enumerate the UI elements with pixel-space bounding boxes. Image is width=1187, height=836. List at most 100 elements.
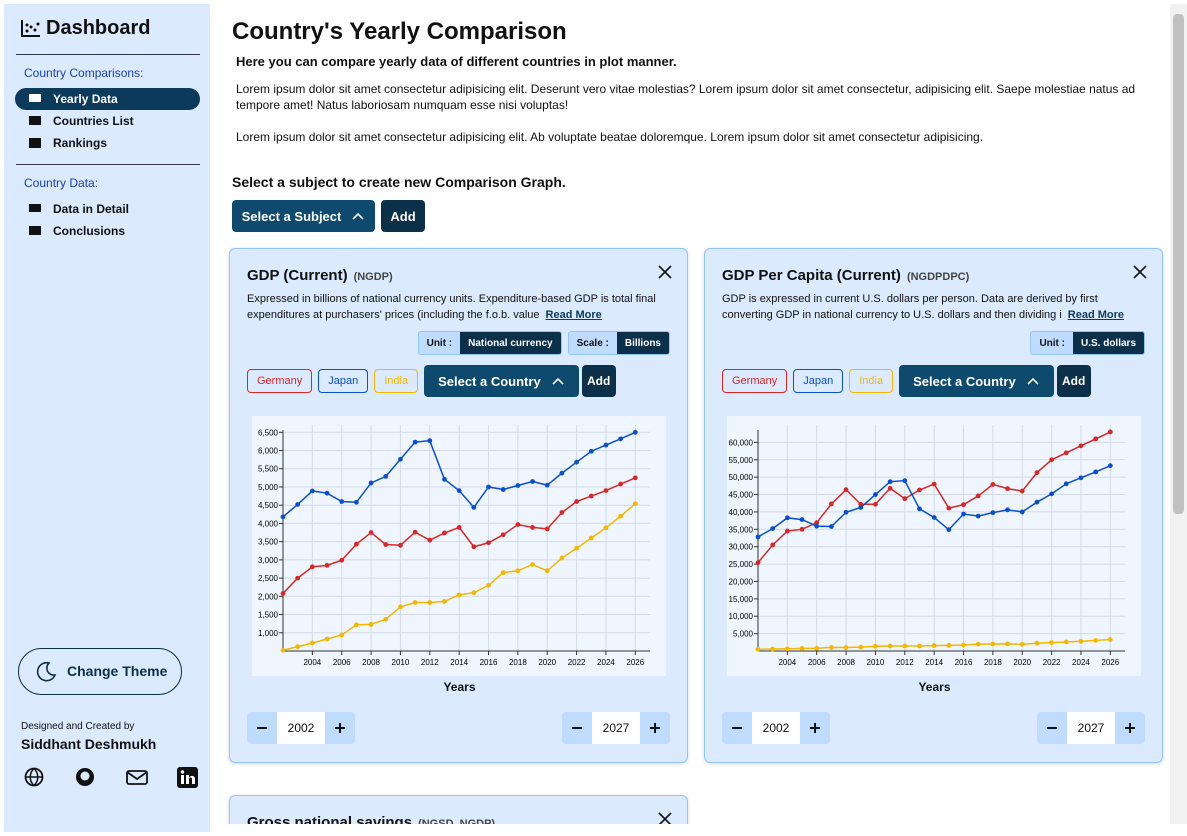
y-tick-label: 15,000 bbox=[729, 595, 754, 604]
data-point bbox=[829, 501, 834, 507]
subject-button[interactable]: Select a Subject bbox=[232, 200, 375, 232]
nav-item[interactable]: Yearly Data bbox=[15, 88, 200, 110]
data-point bbox=[784, 528, 790, 534]
nav-item[interactable]: Conclusions bbox=[15, 220, 200, 242]
add-button[interactable]: Add bbox=[1056, 365, 1091, 397]
x-tick-label: 2010 bbox=[392, 658, 410, 667]
y-tick-label: 35,000 bbox=[729, 525, 754, 534]
y-tick-label: 4,000 bbox=[258, 519, 279, 528]
badge-label: Scale : bbox=[568, 332, 617, 354]
y-tick-label: 5,000 bbox=[733, 630, 754, 639]
data-point bbox=[755, 534, 761, 540]
data-point bbox=[858, 644, 864, 650]
nav-label: Conclusions bbox=[53, 224, 126, 238]
y-tick-label: 6,500 bbox=[258, 428, 279, 437]
data-point bbox=[544, 482, 550, 488]
data-point bbox=[829, 524, 834, 529]
data-point bbox=[1005, 507, 1010, 513]
x-tick-label: 2026 bbox=[626, 658, 644, 667]
dashboard-icon bbox=[25, 29, 29, 33]
nav-item[interactable]: Data in Detail bbox=[15, 198, 200, 220]
add-button[interactable]: Add bbox=[381, 200, 425, 232]
plus-button[interactable] bbox=[800, 712, 830, 744]
country-chip[interactable]: India bbox=[849, 369, 894, 393]
globe-icon bbox=[25, 767, 43, 787]
linkedin-icon[interactable] bbox=[177, 767, 199, 794]
data-point bbox=[961, 642, 966, 648]
plus-button[interactable] bbox=[640, 712, 670, 744]
country-chip[interactable]: Germany bbox=[722, 369, 788, 393]
data-point bbox=[990, 641, 996, 647]
theme-button[interactable]: Change Theme bbox=[18, 648, 182, 695]
x-tick-label: 2022 bbox=[568, 658, 586, 667]
country-button[interactable]: Select a Country bbox=[424, 365, 579, 397]
country-chip[interactable]: Japan bbox=[793, 369, 844, 393]
data-point bbox=[324, 636, 330, 642]
country-chip[interactable]: India bbox=[374, 369, 419, 393]
minus-button[interactable] bbox=[562, 712, 592, 744]
plus-icon bbox=[1125, 723, 1135, 733]
close-button[interactable] bbox=[658, 265, 672, 284]
country-chip[interactable]: Japan bbox=[318, 369, 369, 393]
year-input[interactable]: 2027 bbox=[1067, 712, 1115, 744]
minus-button[interactable] bbox=[247, 712, 277, 744]
data-point bbox=[398, 604, 403, 610]
close-button[interactable] bbox=[1133, 265, 1147, 284]
data-point bbox=[784, 515, 790, 521]
icon bbox=[28, 114, 42, 133]
year-input[interactable]: 2002 bbox=[277, 712, 325, 744]
country-chip[interactable]: Germany bbox=[247, 369, 313, 393]
nav-item[interactable]: Rankings bbox=[15, 132, 200, 154]
data-point bbox=[755, 560, 761, 566]
plus-button[interactable] bbox=[1115, 712, 1145, 744]
data-point bbox=[500, 532, 506, 538]
read-more[interactable]: Read More bbox=[545, 309, 602, 321]
badge: Unit : U.S. dollars bbox=[1030, 331, 1145, 355]
plus-button[interactable] bbox=[325, 712, 355, 744]
x-axis-title: Years bbox=[443, 680, 476, 694]
data-point bbox=[618, 481, 624, 487]
data-point bbox=[530, 479, 535, 484]
data-point bbox=[427, 600, 433, 605]
card-title: GDP Per Capita (Current) bbox=[722, 267, 901, 284]
github-icon[interactable] bbox=[75, 767, 97, 794]
data-point bbox=[961, 511, 966, 517]
icon bbox=[29, 204, 41, 212]
country-button[interactable]: Select a Country bbox=[899, 365, 1054, 397]
dashboard-icon bbox=[33, 28, 37, 32]
data-point bbox=[843, 645, 849, 650]
data-point bbox=[755, 646, 761, 652]
nav-label: Rankings bbox=[53, 136, 108, 150]
nav-item[interactable]: Countries List bbox=[15, 110, 200, 132]
data-point bbox=[588, 448, 594, 454]
y-tick-label: 3,000 bbox=[258, 556, 279, 565]
description-text: GDP is expressed in current U.S. dollars… bbox=[722, 293, 1098, 321]
data-point bbox=[588, 535, 594, 541]
read-more[interactable]: Read More bbox=[1067, 309, 1125, 321]
data-point bbox=[1078, 638, 1084, 644]
linkedin-icon bbox=[181, 775, 184, 784]
card-header: GDP (Current) (NGDP) bbox=[247, 267, 393, 285]
x-tick-label: 2006 bbox=[333, 658, 351, 667]
globe-icon[interactable] bbox=[24, 767, 46, 794]
mail-icon[interactable] bbox=[126, 767, 148, 794]
icon bbox=[28, 202, 42, 221]
card-header: Gross national savings (NGSD_NGDP) bbox=[247, 814, 495, 824]
data-point bbox=[873, 492, 878, 497]
dashboard-icon bbox=[21, 20, 40, 37]
minus-button[interactable] bbox=[722, 712, 752, 744]
data-point bbox=[442, 476, 447, 482]
page-title: Country's Yearly Comparison bbox=[232, 18, 567, 45]
minus-button[interactable] bbox=[1037, 712, 1067, 744]
year-input[interactable]: 2002 bbox=[752, 712, 800, 744]
close-button[interactable] bbox=[658, 812, 672, 824]
country-row: Germany Japan India Select a Country Add bbox=[722, 365, 1091, 397]
section-heading: Country Comparisons: bbox=[24, 66, 144, 80]
dashboard-icon bbox=[21, 20, 40, 37]
year-input[interactable]: 2027 bbox=[592, 712, 640, 744]
data-point bbox=[1093, 436, 1099, 442]
data-point bbox=[1063, 450, 1069, 456]
add-button[interactable]: Add bbox=[581, 365, 616, 397]
chevron bbox=[1026, 374, 1040, 389]
icon bbox=[29, 226, 41, 235]
